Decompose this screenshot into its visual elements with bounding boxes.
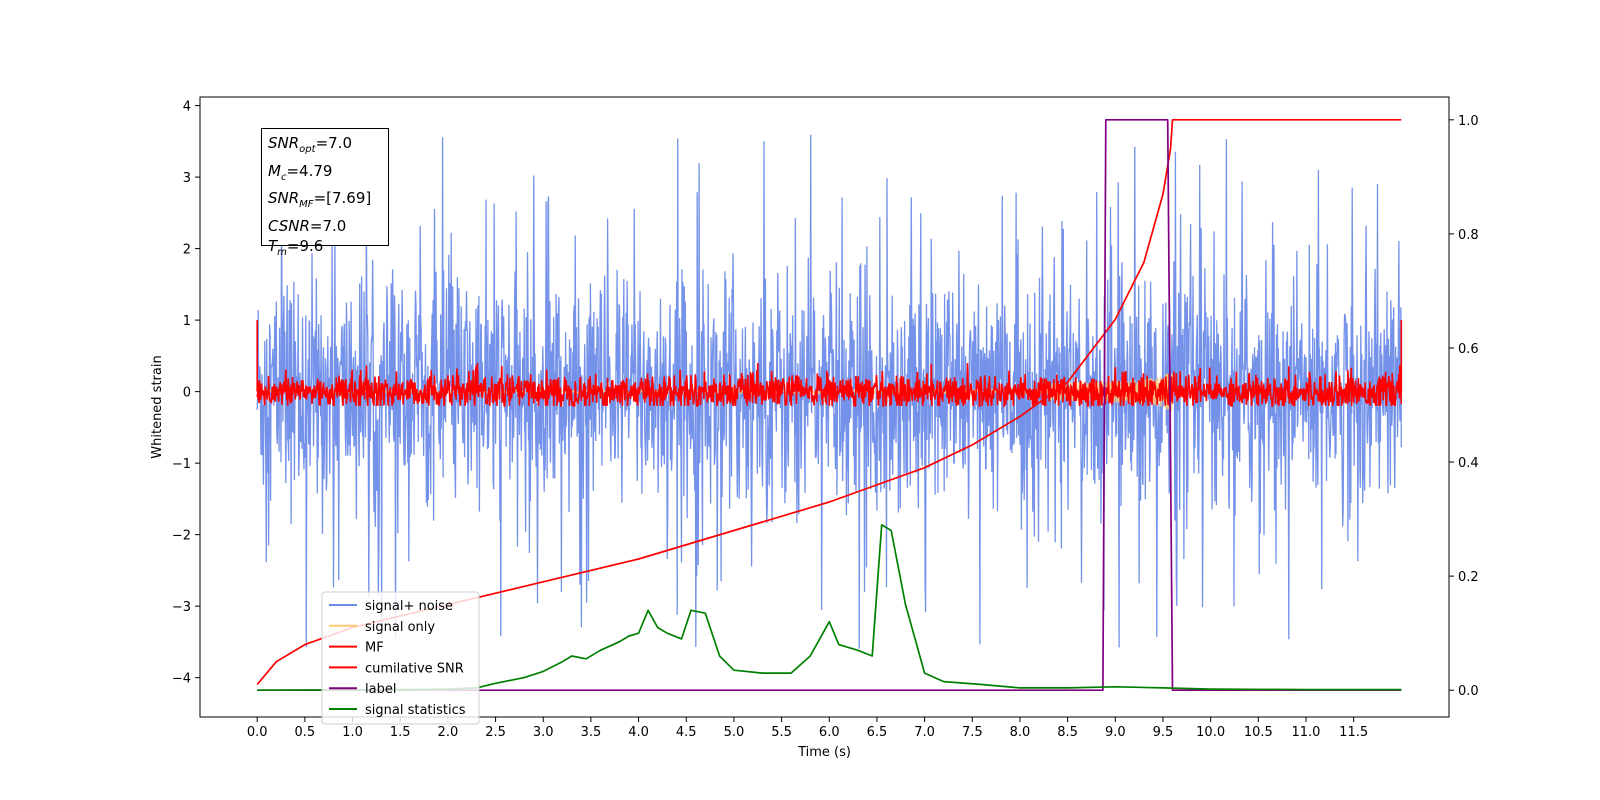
y-axis-left: 4 3 2 1 0 −1 −2 −3 −4 xyxy=(172,100,200,687)
series-signal-statistics xyxy=(257,523,1402,692)
x-tick-label: 11.5 xyxy=(1339,725,1368,740)
snr-mf-line: SNRMF=[7.69] xyxy=(268,189,372,210)
y2-tick-label: 0.0 xyxy=(1458,684,1479,699)
y-tick-label: 3 xyxy=(183,171,191,186)
x-tick-label: 0.0 xyxy=(247,725,268,740)
legend-item: signal only xyxy=(329,620,435,635)
legend-label: MF xyxy=(365,641,384,656)
x-tick-label: 8.5 xyxy=(1057,725,1078,740)
y2-tick-label: 0.4 xyxy=(1458,456,1479,471)
axes-frame xyxy=(199,96,1450,718)
y2-tick-label: 1.0 xyxy=(1458,114,1479,129)
legend-item: signal statistics xyxy=(329,703,466,718)
y-tick-label: 4 xyxy=(183,100,191,115)
x-tick-label: 2.0 xyxy=(438,725,459,740)
csnr-line: CSNR=7.0 xyxy=(268,216,347,235)
annotation-box: SNRopt=7.0 Mc=4.79 SNRMF=[7.69] CSNR=7.0… xyxy=(261,128,389,258)
x-tick-label: 9.5 xyxy=(1153,725,1174,740)
y-tick-label: 2 xyxy=(183,243,191,258)
x-tick-label: 10.0 xyxy=(1196,725,1225,740)
snr-opt-line: SNRopt=7.0 xyxy=(268,134,352,155)
legend: signal+ noise signal only MF cumilative SNR… xyxy=(321,591,480,725)
legend-label: signal+ noise xyxy=(365,599,453,614)
x-tick-label: 1.5 xyxy=(390,725,411,740)
y-axis-label: Whitened strain xyxy=(150,355,165,458)
y2-tick-label: 0.6 xyxy=(1458,342,1479,357)
x-tick-label: 9.0 xyxy=(1105,725,1126,740)
x-tick-label: 8.0 xyxy=(1010,725,1031,740)
mc-line: Mc=4.79 xyxy=(268,161,333,183)
x-tick-label: 2.5 xyxy=(485,725,506,740)
series-label xyxy=(257,118,1402,692)
x-tick-label: 0.5 xyxy=(295,725,316,740)
y-tick-label: −2 xyxy=(172,529,191,544)
x-axis-label: Time (s) xyxy=(797,745,851,760)
x-tick-label: 4.0 xyxy=(628,725,649,740)
x-axis: 0.0 0.5 1.0 1.5 2.0 2.5 3.0 3.5 4.0 4.5 5.0 5.5 6.0 6… xyxy=(247,717,1368,740)
y-tick-label: −1 xyxy=(172,457,191,472)
y-tick-label: −4 xyxy=(172,672,191,687)
series-mf xyxy=(256,362,1403,409)
y-tick-label: −3 xyxy=(172,600,191,615)
legend-label: cumilative SNR xyxy=(365,661,464,676)
x-tick-label: 11.0 xyxy=(1292,725,1321,740)
y2-tick-label: 0.8 xyxy=(1458,228,1479,243)
legend-label: signal statistics xyxy=(365,703,466,718)
legend-label: signal only xyxy=(365,620,435,635)
x-tick-label: 3.5 xyxy=(581,725,602,740)
y-axis-right: 1.0 0.8 0.6 0.4 0.2 0.0 xyxy=(1449,114,1479,699)
x-tick-label: 5.5 xyxy=(771,725,792,740)
legend-box xyxy=(321,591,480,725)
x-tick-label: 3.0 xyxy=(533,725,554,740)
legend-label: label xyxy=(365,682,396,697)
tm-line: Tm=9.6 xyxy=(268,237,324,258)
legend-item: signal+ noise xyxy=(329,599,453,614)
legend-item: cumilative SNR xyxy=(329,661,464,676)
y-tick-label: 0 xyxy=(183,386,191,401)
x-tick-label: 5.0 xyxy=(724,725,745,740)
legend-item: label xyxy=(329,682,396,697)
x-tick-label: 7.5 xyxy=(962,725,983,740)
x-tick-label: 1.0 xyxy=(342,725,363,740)
y-tick-label: 1 xyxy=(183,314,191,329)
y2-tick-label: 0.2 xyxy=(1458,570,1479,585)
x-tick-label: 6.5 xyxy=(867,725,888,740)
x-tick-label: 4.5 xyxy=(676,725,697,740)
x-tick-label: 10.5 xyxy=(1244,725,1273,740)
legend-item: MF xyxy=(329,641,384,656)
mf-edge-spikes xyxy=(256,320,1403,392)
x-tick-label: 7.0 xyxy=(914,725,935,740)
x-tick-label: 6.0 xyxy=(819,725,840,740)
